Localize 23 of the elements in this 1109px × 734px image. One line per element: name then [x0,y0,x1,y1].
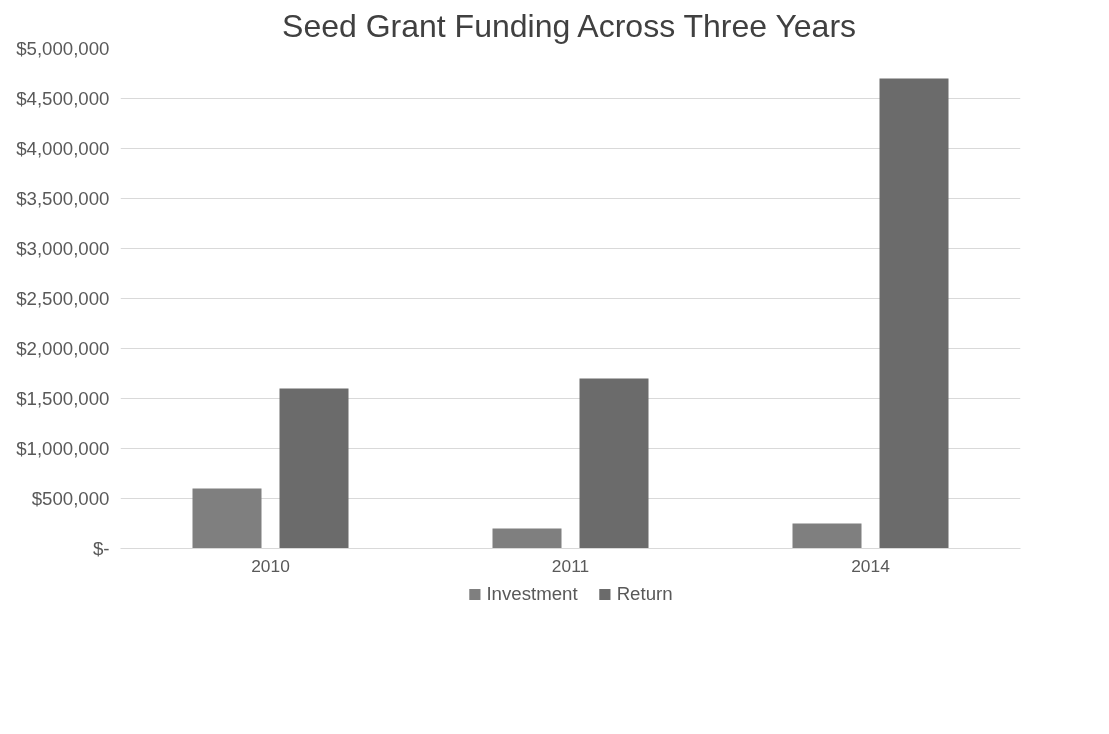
y-tick-label: $4,000,000 [16,138,110,159]
bar [279,388,349,549]
x-tick-label: 2014 [851,555,891,576]
y-tick-label: $2,500,000 [16,288,110,309]
bar [579,378,649,549]
bar [792,523,862,549]
y-tick-label: $1,000,000 [16,438,110,459]
x-tick-label: 2010 [251,555,290,576]
x-tick-label: 2011 [551,555,590,576]
y-tick-label: $1,500,000 [16,388,110,409]
y-tick-label: $2,000,000 [16,338,110,359]
y-tick-label: $5,000,000 [16,38,110,59]
y-tick-label: $3,000,000 [16,238,110,259]
bar [879,78,949,549]
y-tick-label: $- [92,538,110,559]
legend-label: Return [616,583,673,605]
legend-label: Investment [486,583,578,605]
y-tick-label: $500,000 [31,488,110,509]
y-tick-label: $4,500,000 [16,88,110,109]
chart-title: Seed Grant Funding Across Three Years [282,7,857,44]
bar [492,528,562,549]
y-tick-label: $3,500,000 [16,188,110,209]
bar [192,488,262,549]
